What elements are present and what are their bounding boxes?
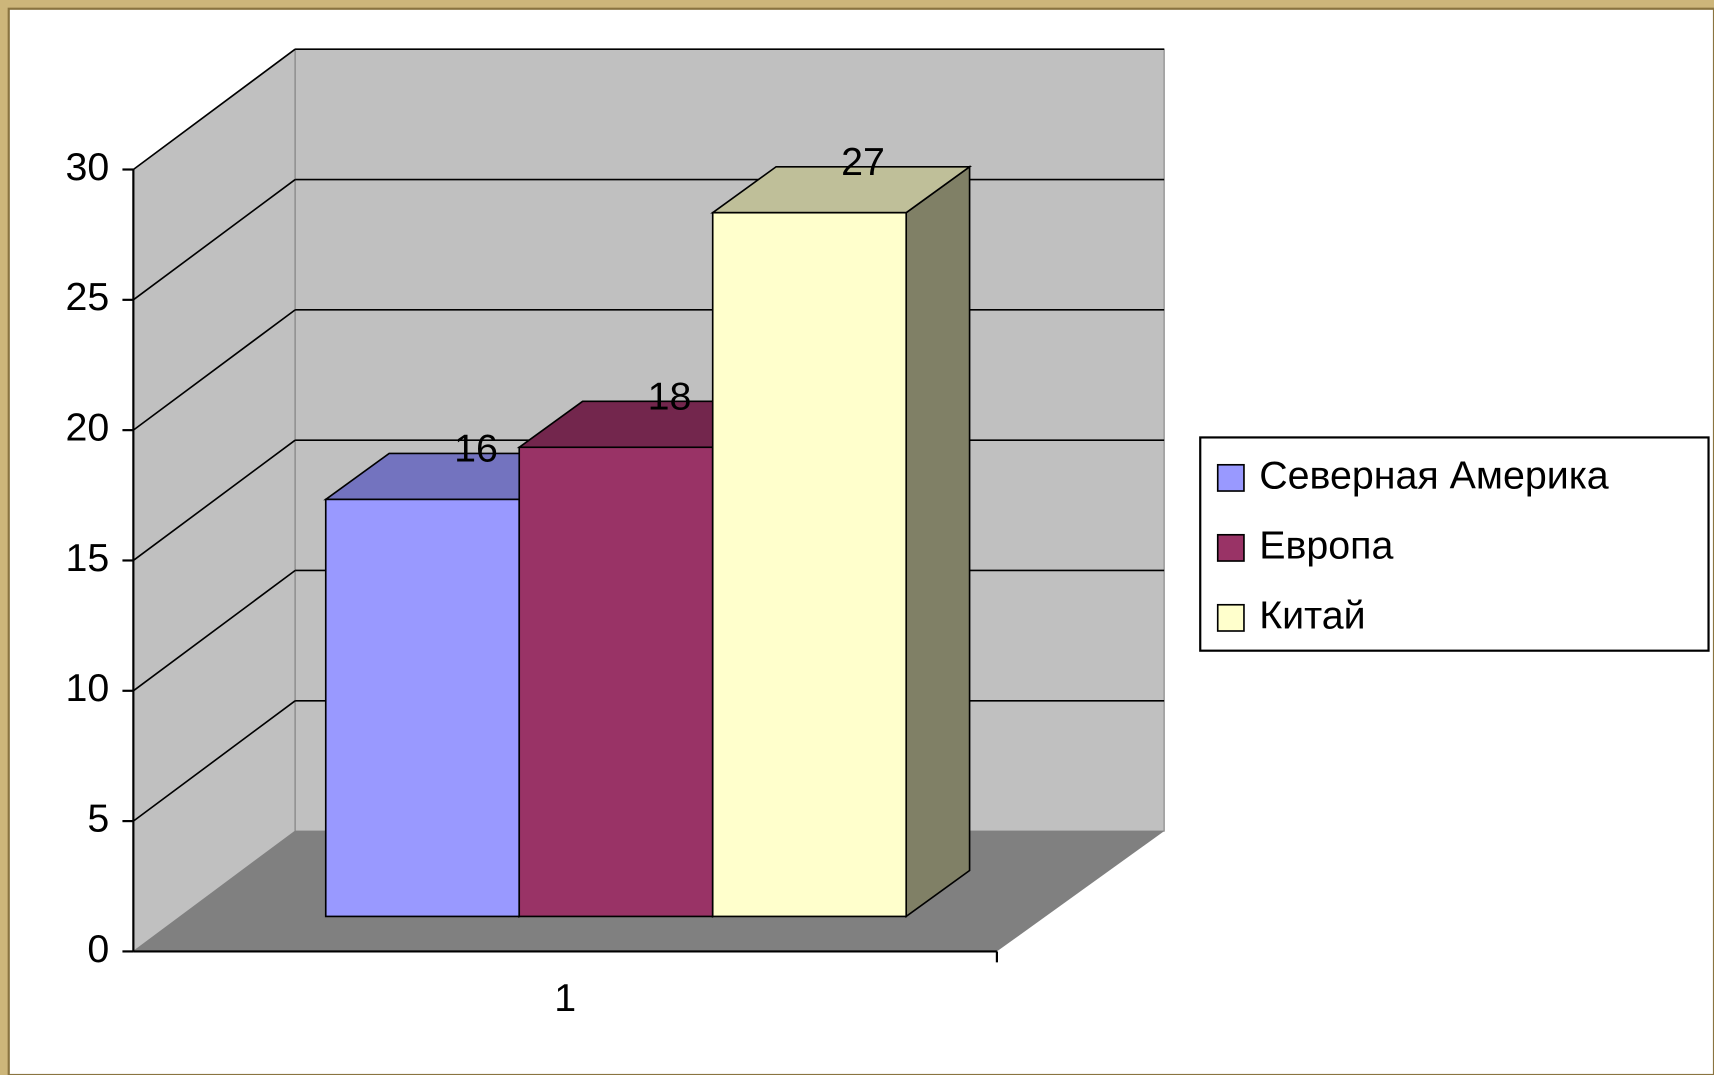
legend-label: Европа bbox=[1259, 523, 1393, 567]
bar bbox=[324, 498, 521, 918]
y-tick-label: 5 bbox=[87, 796, 109, 840]
legend-swatch bbox=[1216, 533, 1245, 562]
legend-swatch bbox=[1216, 603, 1245, 632]
grid-line bbox=[132, 439, 296, 562]
legend-label: Северная Америка bbox=[1259, 453, 1609, 497]
bar bbox=[518, 446, 714, 918]
bar-side bbox=[905, 165, 971, 919]
data-label: 27 bbox=[841, 140, 885, 184]
y-tick-label: 30 bbox=[66, 145, 110, 189]
legend bbox=[1199, 436, 1710, 652]
grid-line bbox=[132, 309, 296, 431]
grid-line bbox=[132, 48, 296, 171]
data-label: 18 bbox=[648, 375, 692, 419]
legend-label: Китай bbox=[1259, 593, 1365, 637]
y-tick-label: 20 bbox=[66, 406, 110, 450]
bars: 16 18 27 bbox=[323, 140, 973, 919]
bar bbox=[711, 211, 908, 918]
y-tick-label: 0 bbox=[87, 927, 109, 971]
legend-swatch bbox=[1216, 463, 1245, 492]
y-tick-label: 15 bbox=[66, 536, 110, 580]
x-tick-label: 1 bbox=[554, 976, 576, 1020]
grid: 0 5 10 15 20 25 30 1 bbox=[66, 48, 1165, 1020]
legend-items: Северная Америка Европа Китай bbox=[1216, 453, 1609, 637]
y-tick-label: 25 bbox=[66, 275, 110, 319]
grid-line bbox=[132, 178, 296, 301]
grid-line bbox=[132, 569, 296, 692]
data-label: 16 bbox=[454, 427, 498, 471]
grid-line bbox=[132, 700, 296, 822]
y-tick-label: 10 bbox=[66, 666, 110, 710]
